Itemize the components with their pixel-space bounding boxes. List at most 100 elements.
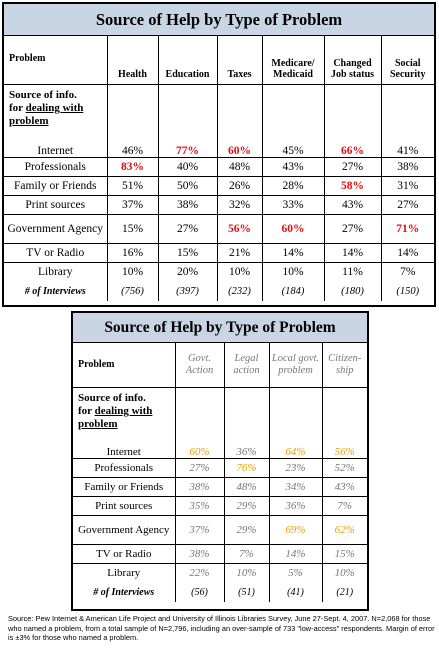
table1-interviews-cell: (184) <box>261 281 325 301</box>
table-row: Library 10% 20% 10% 10% 11% 7% <box>4 262 434 281</box>
value-cell: 43% <box>323 195 382 215</box>
table1-interviews-label: # of Interviews <box>4 281 108 301</box>
value-cell: 38% <box>174 477 225 497</box>
row-label: Professionals <box>73 458 176 478</box>
value-cell: 56% <box>321 438 367 459</box>
value-cell: 38% <box>157 195 218 215</box>
value-cell: 60% <box>174 438 225 459</box>
value-cell: 43% <box>261 157 325 177</box>
table-row: Professionals 27% 76% 23% 52% <box>73 458 367 478</box>
value-cell: 36% <box>268 496 323 516</box>
row-label: TV or Radio <box>4 243 108 263</box>
value-cell: 60% <box>261 214 325 244</box>
table1-problem-label: Problem <box>4 36 108 85</box>
value-cell: 83% <box>106 157 159 177</box>
value-cell: 26% <box>216 176 263 196</box>
row-label: Internet <box>4 137 108 158</box>
value-cell: 33% <box>261 195 325 215</box>
value-cell: 14% <box>323 243 382 263</box>
table2-col-govt-action: Govt. Action <box>174 343 225 388</box>
value-cell: 58% <box>323 176 382 196</box>
table1-col-taxes: Taxes <box>216 36 263 85</box>
value-cell: 11% <box>323 262 382 281</box>
value-cell: 10% <box>261 262 325 281</box>
value-cell: 29% <box>223 515 270 545</box>
table1-interviews-cell: (397) <box>157 281 218 301</box>
value-cell: 38% <box>174 544 225 564</box>
row-label: Family or Friends <box>4 176 108 196</box>
table2-source-row: Source of info. for dealing with problem <box>73 387 367 438</box>
table2-body: Internet 60% 36% 64% 56% Professionals 27% 76% 2… <box>73 438 367 582</box>
value-cell: 21% <box>216 243 263 263</box>
value-cell: 23% <box>268 458 323 478</box>
table1-col-education: Education <box>157 36 218 85</box>
table2-interviews-row: # of Interviews (56) (51) (41) (21) <box>73 582 367 602</box>
table1-col-medicare: Medicare/ Medicaid <box>261 36 325 85</box>
value-cell: 41% <box>380 137 434 158</box>
table1-interviews-row: # of Interviews (756) (397) (232) (184) … <box>4 281 434 301</box>
row-label: Professionals <box>4 157 108 177</box>
value-cell: 66% <box>323 137 382 158</box>
value-cell: 51% <box>106 176 159 196</box>
table1-header-row: Problem Health Education Taxes Medicare/… <box>4 36 434 85</box>
table-row: Government Agency 15% 27% 56% 60% 27% 71% <box>4 214 434 244</box>
value-cell: 43% <box>321 477 367 497</box>
table2-interviews-cell: (41) <box>268 582 323 602</box>
value-cell: 29% <box>223 496 270 516</box>
value-cell: 27% <box>380 195 434 215</box>
table2-source-label: Source of info. for dealing with problem <box>73 387 176 438</box>
value-cell: 71% <box>380 214 434 244</box>
row-label: Government Agency <box>73 515 176 545</box>
value-cell: 10% <box>321 563 367 582</box>
table-row: Internet 46% 77% 60% 45% 66% 41% <box>4 137 434 158</box>
value-cell: 16% <box>106 243 159 263</box>
value-cell: 62% <box>321 515 367 545</box>
table1-title: Source of Help by Type of Problem <box>4 4 434 36</box>
table-row: Print sources 35% 29% 36% 7% <box>73 496 367 516</box>
value-cell: 50% <box>157 176 218 196</box>
table1-interviews-cell: (756) <box>106 281 159 301</box>
table1-grid: Problem Health Education Taxes Medicare/… <box>4 36 434 301</box>
value-cell: 14% <box>268 544 323 564</box>
table2-problem-label: Problem <box>73 343 176 388</box>
value-cell: 45% <box>261 137 325 158</box>
table2-title: Source of Help by Type of Problem <box>73 313 367 343</box>
value-cell: 14% <box>380 243 434 263</box>
table1-interviews-cell: (232) <box>216 281 263 301</box>
table1-col-social-security: Social Security <box>380 36 434 85</box>
table1-interviews-cell: (180) <box>323 281 382 301</box>
value-cell: 77% <box>157 137 218 158</box>
value-cell: 7% <box>380 262 434 281</box>
value-cell: 34% <box>268 477 323 497</box>
value-cell: 15% <box>321 544 367 564</box>
value-cell: 15% <box>106 214 159 244</box>
table-row: Library 22% 10% 5% 10% <box>73 563 367 582</box>
value-cell: 27% <box>157 214 218 244</box>
value-cell: 27% <box>174 458 225 478</box>
source-note: Source: Pew Internet & American Life Pro… <box>8 614 435 642</box>
value-cell: 37% <box>106 195 159 215</box>
value-cell: 22% <box>174 563 225 582</box>
table1-col-health: Health <box>106 36 159 85</box>
value-cell: 35% <box>174 496 225 516</box>
value-cell: 10% <box>216 262 263 281</box>
value-cell: 7% <box>321 496 367 516</box>
value-cell: 52% <box>321 458 367 478</box>
table2-interviews-label: # of Interviews <box>73 582 176 602</box>
table1-interviews-cell: (150) <box>380 281 434 301</box>
table2-interviews-cell: (51) <box>223 582 270 602</box>
table2-col-legal-action: Legal action <box>223 343 270 388</box>
table-row: TV or Radio 38% 7% 14% 15% <box>73 544 367 564</box>
value-cell: 28% <box>261 176 325 196</box>
value-cell: 56% <box>216 214 263 244</box>
value-cell: 27% <box>323 214 382 244</box>
row-label: Library <box>4 262 108 281</box>
row-label: Family or Friends <box>73 477 176 497</box>
table-row: TV or Radio 16% 15% 21% 14% 14% 14% <box>4 243 434 263</box>
row-label: Print sources <box>73 496 176 516</box>
table2-grid: Problem Govt. Action Legal action Local … <box>73 343 367 602</box>
value-cell: 7% <box>223 544 270 564</box>
table2-col-local-govt: Local govt. problem <box>268 343 323 388</box>
value-cell: 40% <box>157 157 218 177</box>
value-cell: 31% <box>380 176 434 196</box>
